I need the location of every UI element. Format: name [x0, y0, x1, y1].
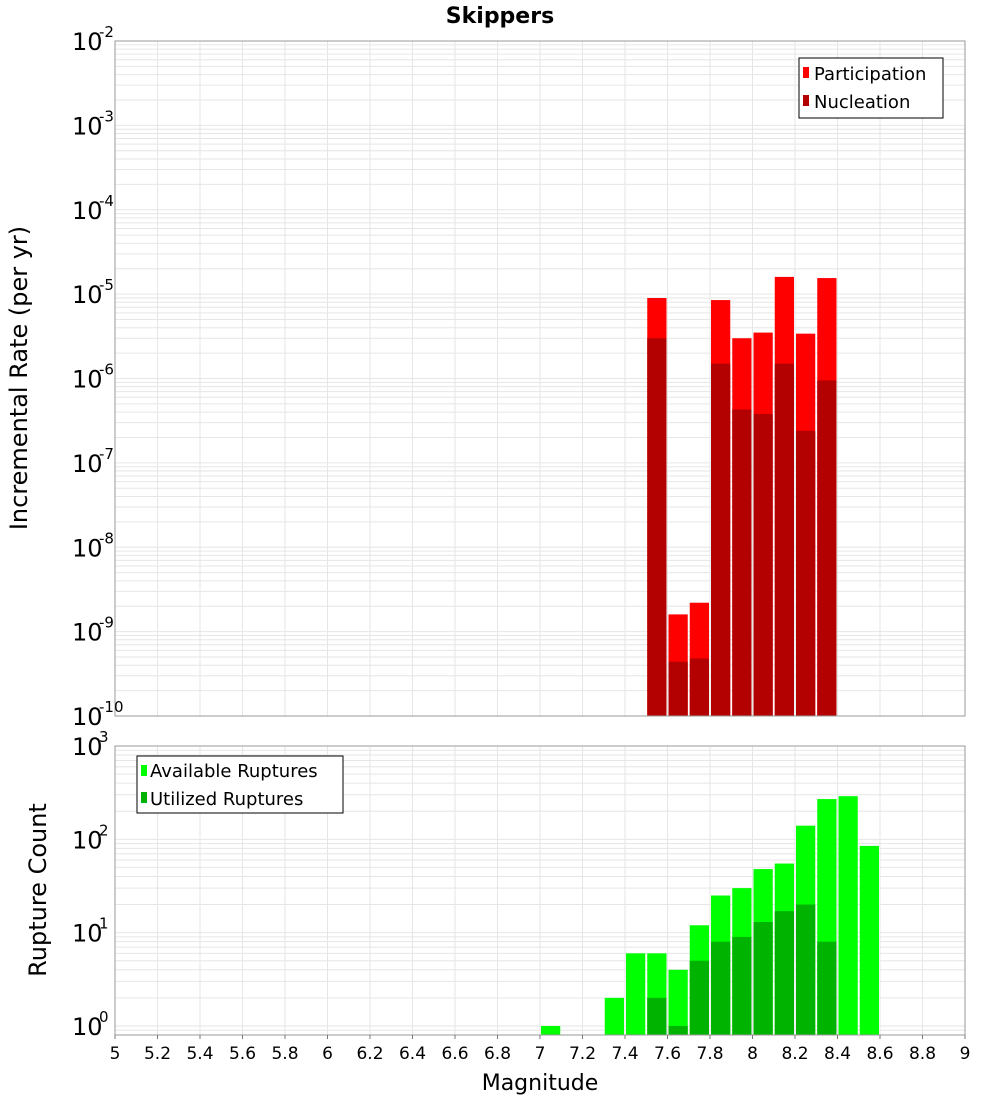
x-tick-label: 8.4 — [824, 1044, 851, 1064]
x-tick-label: 8 — [747, 1044, 758, 1064]
y-tick-label: 10 — [72, 28, 103, 56]
y-tick-label: 10 — [72, 619, 103, 647]
bar-nucleation — [753, 413, 773, 716]
y-tick-exponent: 1 — [99, 915, 109, 933]
bar-available-ruptures — [859, 845, 879, 1035]
y-tick-exponent: -6 — [99, 361, 114, 379]
x-tick-label: 9 — [960, 1044, 971, 1064]
y-tick-exponent: -9 — [99, 614, 114, 632]
legend-participation-swatch — [803, 67, 809, 78]
y-tick-exponent: -7 — [99, 445, 114, 463]
x-tick-label: 8.8 — [909, 1044, 936, 1064]
top-y-axis-label: Incremental Rate (per yr) — [5, 226, 33, 530]
top-legend: Participation Nucleation — [798, 57, 944, 119]
x-tick-label: 6.6 — [441, 1044, 468, 1064]
y-tick-label: 10 — [72, 920, 103, 948]
x-tick-label: 7.6 — [654, 1044, 681, 1064]
bar-utilized-ruptures — [647, 997, 667, 1035]
x-tick-label: 8.2 — [781, 1044, 808, 1064]
bar-nucleation — [774, 363, 794, 716]
legend-participation-label: Participation — [814, 64, 926, 85]
x-tick-label: 5 — [110, 1044, 121, 1064]
y-tick-exponent: -2 — [99, 23, 114, 41]
top-bars — [647, 276, 837, 716]
y-tick-label: 10 — [72, 1013, 103, 1041]
x-tick-label: 8.6 — [866, 1044, 893, 1064]
bottom-legend: Available Ruptures Utilized Ruptures — [136, 755, 344, 814]
legend-available-swatch — [141, 765, 147, 776]
y-tick-label: 10 — [72, 112, 103, 140]
bar-utilized-ruptures — [796, 904, 816, 1035]
bottom-y-axis-label: Rupture Count — [24, 803, 52, 977]
legend-utilized-label: Utilized Ruptures — [150, 789, 303, 810]
y-tick-exponent: -5 — [99, 276, 114, 294]
bar-nucleation — [647, 338, 667, 716]
y-tick-exponent: 3 — [99, 728, 109, 746]
y-tick-label: 10 — [72, 733, 103, 761]
bar-utilized-ruptures — [689, 960, 709, 1035]
y-tick-label: 10 — [72, 826, 103, 854]
bar-utilized-ruptures — [711, 941, 731, 1035]
bar-nucleation — [817, 380, 837, 716]
y-tick-label: 10 — [72, 703, 103, 731]
bar-utilized-ruptures — [774, 911, 794, 1035]
y-tick-exponent: -10 — [99, 698, 124, 716]
x-tick-label: 6.4 — [399, 1044, 426, 1064]
x-tick-label: 5.6 — [229, 1044, 256, 1064]
x-tick-label: 5.4 — [186, 1044, 213, 1064]
bar-available-ruptures — [668, 969, 688, 1035]
bar-available-ruptures — [626, 953, 646, 1035]
bar-utilized-ruptures — [753, 922, 773, 1035]
y-tick-exponent: 2 — [99, 821, 109, 839]
y-tick-label: 10 — [72, 366, 103, 394]
bar-available-ruptures — [838, 796, 858, 1035]
bar-nucleation — [732, 409, 752, 716]
x-tick-label: 7.2 — [569, 1044, 596, 1064]
x-tick-label: 5.8 — [271, 1044, 298, 1064]
bar-nucleation — [796, 430, 816, 716]
bar-utilized-ruptures — [668, 1025, 688, 1035]
legend-nucleation-swatch — [803, 95, 809, 106]
bar-nucleation — [689, 658, 709, 716]
y-tick-exponent: -4 — [99, 192, 114, 210]
y-tick-label: 10 — [72, 450, 103, 478]
x-tick-label: 6 — [322, 1044, 333, 1064]
x-axis-label: Magnitude — [482, 1071, 599, 1096]
bar-available-ruptures — [604, 997, 624, 1035]
y-tick-label: 10 — [72, 281, 103, 309]
top-chart-panel: 10-210-310-410-510-610-710-810-910-10 In… — [5, 23, 966, 731]
legend-utilized-swatch — [141, 792, 147, 803]
x-tick-label: 5.2 — [144, 1044, 171, 1064]
bottom-bars — [541, 796, 879, 1035]
bar-utilized-ruptures — [732, 936, 752, 1035]
y-tick-exponent: -8 — [99, 529, 114, 547]
chart-title: Skippers — [446, 4, 554, 29]
bar-nucleation — [668, 661, 688, 716]
legend-nucleation-label: Nucleation — [814, 92, 910, 113]
y-tick-label: 10 — [72, 197, 103, 225]
bar-nucleation — [711, 363, 731, 716]
y-tick-label: 10 — [72, 534, 103, 562]
top-y-ticks: 10-210-310-410-510-610-710-810-910-10 — [72, 23, 124, 731]
bar-utilized-ruptures — [817, 941, 837, 1035]
bottom-legend-box — [136, 755, 344, 814]
y-tick-exponent: 0 — [99, 1008, 109, 1026]
top-legend-box — [798, 57, 944, 119]
x-tick-label: 7 — [535, 1044, 546, 1064]
x-tick-label: 6.8 — [484, 1044, 511, 1064]
bottom-x-ticks: 5 5.2 5.4 5.6 5.8 6 6.2 6.4 6.6 6.8 7 7.2 7.4 7.6 7.8 8… — [110, 1035, 971, 1064]
x-tick-label: 7.8 — [696, 1044, 723, 1064]
top-plot-frame — [114, 40, 966, 717]
top-grid — [114, 40, 966, 717]
bar-available-ruptures — [541, 1025, 561, 1035]
x-tick-label: 7.4 — [611, 1044, 638, 1064]
y-tick-exponent: -3 — [99, 107, 114, 125]
x-tick-label: 6.2 — [356, 1044, 383, 1064]
legend-available-label: Available Ruptures — [150, 761, 318, 782]
